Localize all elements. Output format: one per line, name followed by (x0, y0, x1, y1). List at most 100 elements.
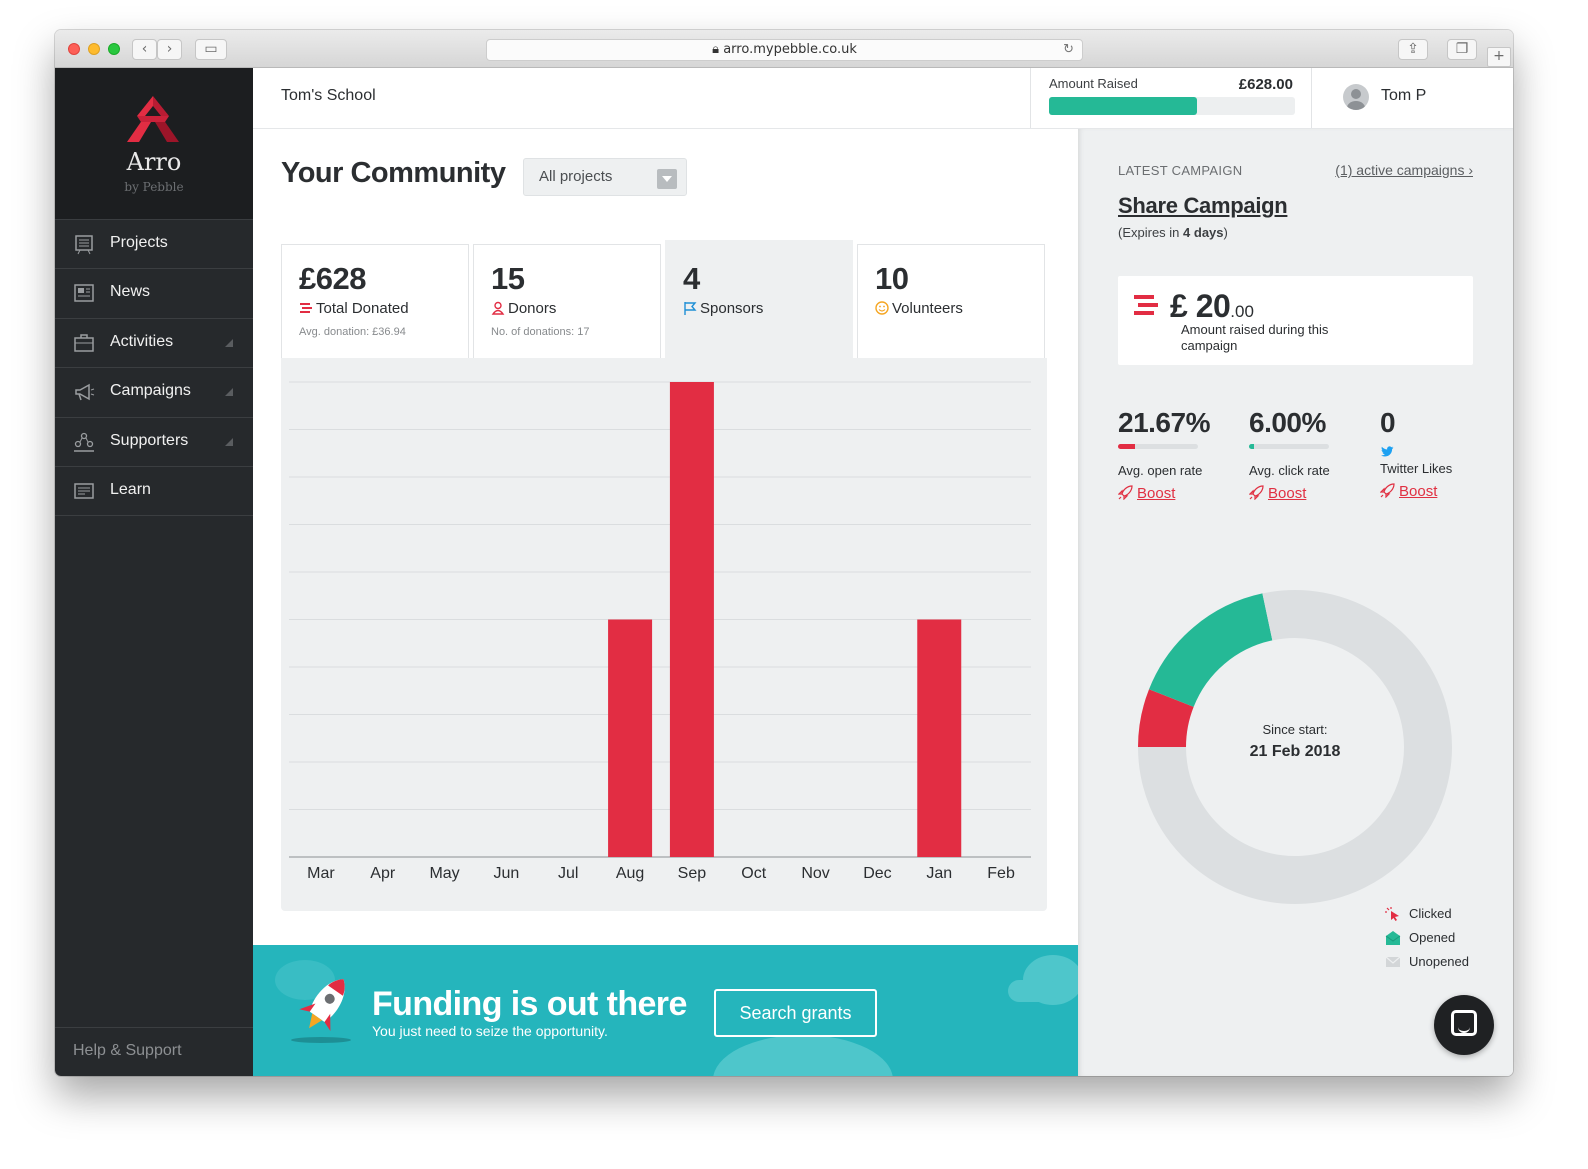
brand-subtitle: by Pebble (124, 180, 184, 194)
campaign-title-link[interactable]: Share Campaign (1118, 193, 1288, 218)
avatar (1343, 84, 1369, 110)
campaign-amount-card: £ 20.00 Amount raised during this campai… (1118, 276, 1473, 365)
open-envelope-icon (1385, 931, 1401, 945)
since-start-label: Since start: (1262, 722, 1328, 737)
activities-icon (74, 334, 94, 352)
stat-sublabel: Avg. donation: £36.94 (299, 326, 406, 338)
stat-number: 10 (875, 261, 909, 296)
reload-icon[interactable]: ↻ (1063, 42, 1074, 57)
metric-label: Twitter Likes (1380, 461, 1453, 476)
stat-number: 4 (683, 261, 700, 296)
x-tick-label: Apr (370, 865, 396, 882)
expand-arrow-icon (225, 338, 233, 347)
banner-subtitle: You just need to seize the opportunity. (372, 1023, 608, 1039)
campaign-amount: £ 20.00 (1170, 288, 1254, 325)
x-tick-label: Sep (678, 865, 707, 882)
cloud-decoration (713, 1035, 893, 1076)
amount-raised-progress (1049, 97, 1295, 115)
stat-number: 15 (491, 261, 525, 296)
bar-chart-svg: Mar Apr May Jun Jul Aug Sep Oct Nov Dec Jan Feb (289, 381, 1031, 882)
forward-button[interactable]: › (157, 39, 182, 60)
x-tick-label: May (429, 865, 459, 882)
chevron-down-icon (657, 169, 677, 189)
bar-jan[interactable] (917, 619, 962, 858)
url-text: arro.mypebble.co.uk (723, 42, 857, 57)
flag-icon (684, 302, 697, 315)
sidebar-item-activities[interactable]: Activities (55, 319, 253, 369)
bar-sep[interactable] (669, 382, 714, 857)
boost-button[interactable]: Boost (1249, 485, 1359, 502)
bar-aug[interactable] (608, 619, 653, 858)
active-campaigns-link[interactable]: (1) active campaigns › (1335, 162, 1473, 178)
project-select[interactable]: All projects (523, 158, 687, 196)
sidebar-nav: Projects News Activities Campaigns Suppo… (55, 220, 253, 517)
stat-label: Donors (508, 300, 557, 317)
amount-raised-progress-fill (1049, 97, 1197, 115)
sidebar-item-label: Projects (110, 234, 168, 251)
sidebar-toggle-icon[interactable]: ▭ (195, 39, 227, 60)
new-tab-button[interactable]: + (1487, 47, 1511, 67)
minimize-window-button[interactable] (88, 43, 100, 55)
close-window-button[interactable] (68, 43, 80, 55)
search-grants-button[interactable]: Search grants (714, 989, 877, 1037)
brand[interactable]: Arro by Pebble (55, 68, 253, 220)
since-start-date: 21 Feb 2018 (1249, 743, 1341, 760)
x-tick-label: Jan (926, 865, 952, 882)
rocket-icon (1380, 483, 1395, 498)
sidebar-item-learn[interactable]: Learn (55, 467, 253, 517)
legend-label: Unopened (1409, 954, 1469, 969)
x-tick-label: Dec (863, 865, 891, 882)
zoom-window-button[interactable] (108, 43, 120, 55)
supporters-icon (74, 432, 94, 452)
news-icon (74, 284, 94, 303)
cloud-decoration (1008, 980, 1058, 1002)
stat-label-row: Donors (491, 300, 556, 317)
amount-raised-label: Amount Raised (1049, 76, 1138, 91)
x-tick-label: Oct (741, 865, 766, 882)
address-bar[interactable]: 🔒︎ arro.mypebble.co.uk ↻ (486, 39, 1083, 61)
metric-open-rate: 21.67% Avg. open rate Boost (1118, 407, 1228, 502)
latest-campaign-label: LATEST CAMPAIGN (1118, 163, 1243, 178)
campaign-amount-decimal: .00 (1230, 302, 1254, 321)
donut-segment-unopened[interactable] (1138, 590, 1452, 904)
share-icon[interactable]: ⇪ (1398, 39, 1428, 60)
boost-label: Boost (1399, 483, 1438, 500)
chat-support-button[interactable] (1434, 995, 1494, 1055)
x-tick-label: Aug (616, 865, 644, 882)
stat-label-row: Volunteers (875, 300, 963, 317)
sidebar-item-campaigns[interactable]: Campaigns (55, 368, 253, 418)
stat-label: Sponsors (700, 300, 764, 317)
metric-progress-fill (1118, 444, 1136, 449)
sidebar-item-label: Supporters (110, 431, 189, 449)
amount-raised-widget: Amount Raised £628.00 (1030, 68, 1312, 128)
donation-stack-icon (300, 303, 312, 313)
learn-icon (74, 483, 94, 499)
sidebar-item-projects[interactable]: Projects (55, 220, 253, 270)
donut-segment-clicked[interactable] (1138, 689, 1194, 748)
stat-total-donated[interactable]: £628 Total Donated Avg. donation: £36.94 (281, 244, 469, 358)
boost-button[interactable]: Boost (1380, 483, 1490, 500)
x-tick-label: Jun (494, 865, 520, 882)
stat-donors[interactable]: 15 Donors No. of donations: 17 (473, 244, 661, 358)
boost-button[interactable]: Boost (1118, 485, 1228, 502)
x-tick-label: Mar (307, 865, 335, 882)
closed-envelope-icon (1385, 956, 1401, 967)
sidebar-item-news[interactable]: News (55, 269, 253, 319)
twitter-icon (1381, 446, 1394, 457)
x-tick-label: Nov (801, 865, 829, 882)
donut-segment-opened[interactable] (1149, 593, 1274, 708)
stat-label-row: Total Donated (299, 300, 409, 317)
donut-legend: Clicked Opened Unopened (1383, 904, 1469, 976)
metric-progress (1118, 444, 1198, 449)
sidebar-item-supporters[interactable]: Supporters (55, 418, 253, 467)
stat-number: £628 (299, 261, 366, 296)
boost-label: Boost (1137, 485, 1176, 502)
campaign-expiry: (Expires in 4 days) (1118, 225, 1228, 240)
stat-volunteers[interactable]: 10 Volunteers (857, 244, 1045, 358)
back-button[interactable]: ‹ (132, 39, 157, 60)
donor-icon (491, 301, 505, 315)
tabs-icon[interactable]: ❐ (1447, 39, 1477, 60)
cursor-click-icon (1385, 907, 1399, 921)
help-support-link[interactable]: Help & Support (55, 1027, 253, 1076)
stat-sponsors[interactable]: 4 Sponsors (665, 240, 853, 358)
